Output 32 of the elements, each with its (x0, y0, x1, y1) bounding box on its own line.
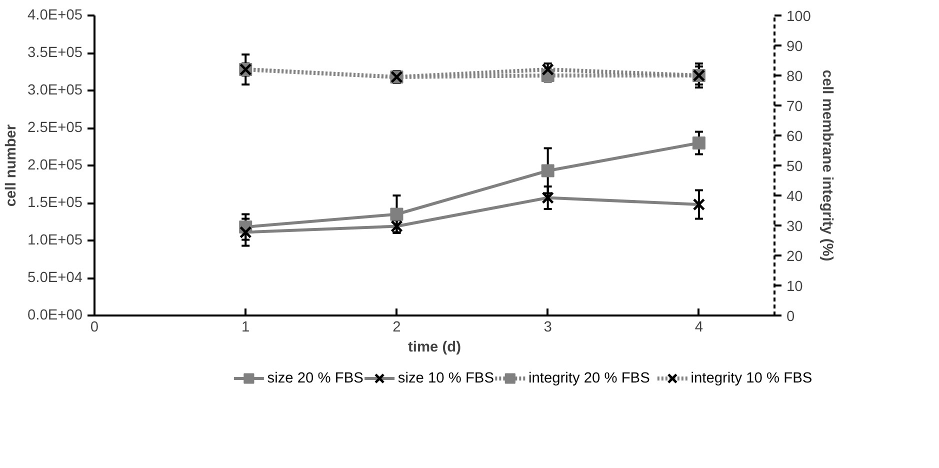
y-tick-label: 3.0E+05 (27, 82, 83, 98)
x-tick-label: 4 (694, 320, 704, 336)
y2-tick-label: 80 (786, 69, 803, 85)
y2-tick-label: 60 (786, 129, 803, 145)
y-tick-label: 3.5E+05 (27, 45, 83, 61)
y2-tick-label: 0 (786, 309, 795, 325)
y2-tick-label: 30 (786, 219, 803, 235)
legend-label: size 20 % FBS (267, 370, 364, 386)
y-tick-label: 4.0E+05 (27, 8, 83, 24)
y-tick-label: 1.0E+05 (27, 232, 83, 248)
y-tick-label: 2.5E+05 (27, 120, 83, 136)
legend-label: integrity 10 % FBS (690, 370, 812, 386)
y2-tick-label: 100 (786, 9, 811, 25)
x-tick-label: 0 (90, 320, 99, 336)
y-tick-label: 0.0E+00 (27, 308, 83, 324)
y-tick-label: 5.0E+04 (27, 270, 83, 286)
legend-label: integrity 20 % FBS (528, 370, 650, 386)
x-axis-title: time (d) (408, 340, 462, 356)
y2-tick-label: 70 (786, 99, 803, 115)
x-tick-label: 3 (544, 320, 552, 336)
x-tick-label: 1 (242, 320, 250, 336)
y2-tick-label: 90 (786, 39, 803, 55)
x-tick-label: 2 (392, 320, 401, 336)
y-axis-title: cell number (3, 124, 20, 207)
y2-tick-label: 10 (786, 279, 803, 295)
y2-axis-title: cell membrane integrity (%) (818, 70, 835, 262)
y2-tick-label: 40 (786, 189, 803, 205)
legend-label: size 10 % FBS (398, 370, 494, 386)
y2-tick-label: 20 (786, 249, 803, 265)
y-tick-label: 2.0E+05 (27, 158, 83, 174)
y-tick-label: 1.5E+05 (27, 195, 83, 211)
y2-tick-label: 50 (786, 159, 803, 175)
